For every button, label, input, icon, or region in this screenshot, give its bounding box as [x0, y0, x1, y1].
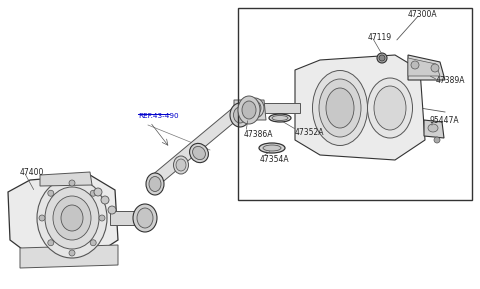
Bar — [238, 8, 472, 200]
Ellipse shape — [137, 208, 153, 228]
Circle shape — [39, 215, 45, 221]
Circle shape — [69, 180, 75, 186]
Text: 47400: 47400 — [20, 168, 44, 177]
Ellipse shape — [37, 178, 107, 258]
Circle shape — [431, 64, 439, 72]
Polygon shape — [408, 58, 440, 76]
Text: REF.43-490: REF.43-490 — [138, 113, 179, 119]
Ellipse shape — [45, 187, 99, 249]
Ellipse shape — [233, 107, 247, 123]
Ellipse shape — [61, 205, 83, 231]
Circle shape — [434, 137, 440, 143]
Circle shape — [69, 250, 75, 256]
Ellipse shape — [242, 101, 256, 119]
Ellipse shape — [428, 124, 438, 132]
Bar — [110, 211, 142, 225]
Polygon shape — [408, 55, 445, 80]
Circle shape — [379, 55, 385, 61]
Bar — [255, 103, 300, 113]
Circle shape — [99, 215, 105, 221]
Ellipse shape — [368, 78, 412, 138]
Circle shape — [101, 196, 109, 204]
Text: 47352A: 47352A — [295, 128, 324, 137]
Polygon shape — [8, 175, 118, 258]
Ellipse shape — [269, 114, 291, 122]
Ellipse shape — [192, 147, 205, 160]
Polygon shape — [295, 55, 425, 160]
Circle shape — [94, 188, 102, 196]
Text: 95447A: 95447A — [430, 116, 460, 125]
Circle shape — [108, 206, 116, 214]
Ellipse shape — [133, 204, 157, 232]
Ellipse shape — [374, 86, 406, 130]
Ellipse shape — [259, 143, 285, 153]
Circle shape — [411, 61, 419, 69]
Polygon shape — [424, 120, 444, 138]
Text: 47389A: 47389A — [436, 76, 466, 85]
Ellipse shape — [246, 98, 264, 118]
Ellipse shape — [326, 88, 354, 128]
Text: 47300A: 47300A — [408, 10, 438, 19]
Ellipse shape — [149, 177, 161, 192]
Ellipse shape — [249, 101, 261, 115]
Polygon shape — [234, 100, 266, 120]
Circle shape — [90, 240, 96, 246]
Ellipse shape — [53, 196, 91, 240]
Ellipse shape — [238, 96, 260, 124]
Ellipse shape — [272, 116, 288, 121]
Text: 47119: 47119 — [368, 33, 392, 42]
Ellipse shape — [319, 79, 361, 137]
Ellipse shape — [190, 143, 208, 163]
Circle shape — [377, 53, 387, 63]
Polygon shape — [40, 172, 92, 186]
Ellipse shape — [173, 156, 189, 174]
Polygon shape — [148, 108, 240, 188]
Circle shape — [90, 190, 96, 196]
Polygon shape — [20, 245, 118, 268]
Ellipse shape — [230, 103, 250, 127]
Text: 47386A: 47386A — [244, 130, 274, 139]
Text: 47354A: 47354A — [260, 155, 289, 164]
Circle shape — [48, 190, 54, 196]
Ellipse shape — [312, 71, 368, 145]
Ellipse shape — [176, 159, 186, 171]
Ellipse shape — [263, 145, 281, 151]
Ellipse shape — [146, 173, 164, 195]
Circle shape — [48, 240, 54, 246]
